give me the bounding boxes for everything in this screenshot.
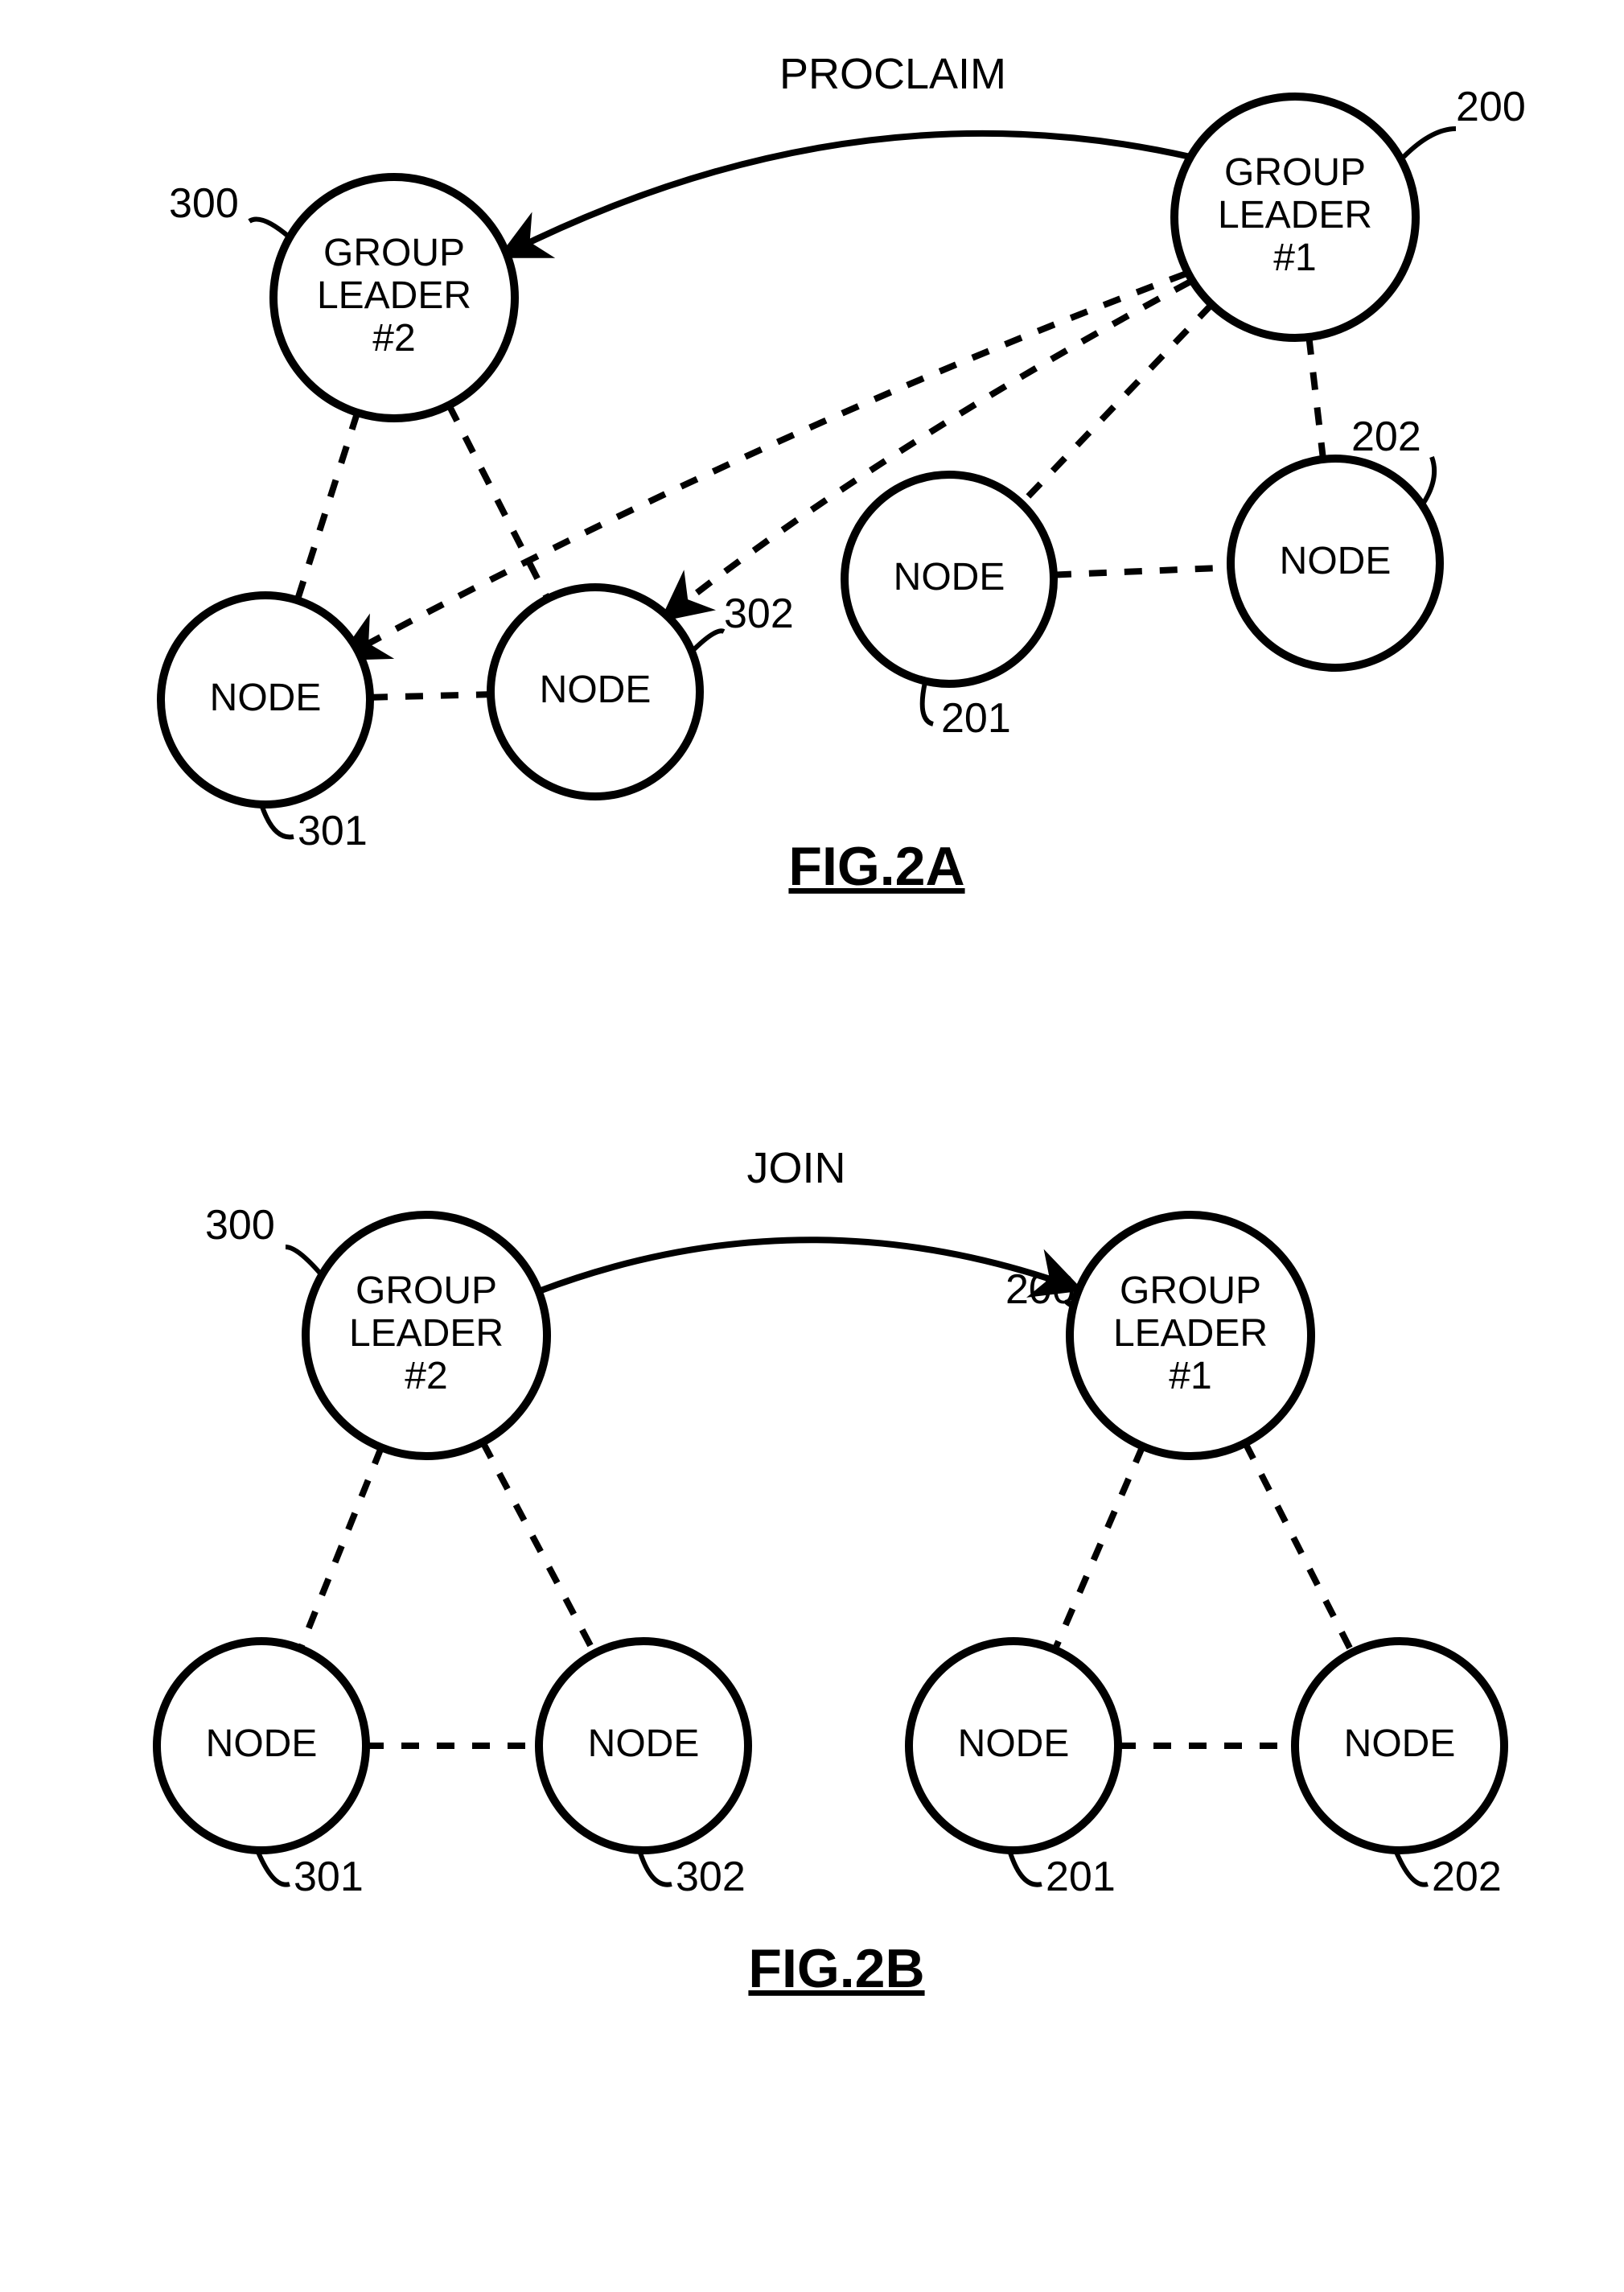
figure-caption: FIG.2B (748, 1938, 924, 1999)
edge-gl2-n301 (300, 1447, 381, 1648)
ref-num-n201: 201 (1046, 1854, 1116, 1900)
edge-gl1-n201 (1022, 304, 1212, 504)
ref-leader-n202 (1422, 457, 1434, 505)
ref-leader-n201 (923, 682, 933, 724)
ref-leader-gl1 (1404, 129, 1456, 157)
solid-arrow-gl2-to-gl1-join (539, 1240, 1074, 1291)
ref-leader-n202 (1396, 1850, 1428, 1885)
ref-num-n301: 301 (298, 808, 368, 854)
figure-2b: JOINGROUPLEADER#2300GROUPLEADER#1200NODE… (32, 1126, 1593, 2011)
ref-num-n202: 202 (1432, 1854, 1502, 1900)
ref-num-n302: 302 (724, 590, 794, 637)
edge-gl2-n302 (449, 405, 548, 599)
edge-n201-n202 (1054, 567, 1231, 574)
ref-leader-n302 (639, 1850, 672, 1885)
ref-leader-n301 (257, 1850, 290, 1885)
ref-num-n302: 302 (676, 1854, 746, 1900)
node-label-n202: NODE (1344, 1722, 1456, 1765)
ref-leader-n301 (261, 804, 294, 837)
ref-leader-gl2 (249, 220, 290, 238)
edge-gl2-n301 (298, 413, 358, 600)
node-label-n201: NODE (894, 556, 1005, 599)
edge-gl2-n302 (483, 1442, 594, 1654)
figure-2a: PROCLAIMGROUPLEADER#1200GROUPLEADER#2300… (32, 32, 1593, 917)
figure-caption: FIG.2A (788, 836, 964, 897)
ref-num-gl1: 200 (1456, 84, 1526, 130)
ref-num-gl2: 300 (205, 1202, 275, 1249)
ref-num-gl2: 300 (169, 180, 239, 227)
fig2b-svg: JOINGROUPLEADER#2300GROUPLEADER#1200NODE… (32, 1126, 1593, 2011)
edge-gl1-n201 (1055, 1446, 1142, 1650)
ref-num-n201: 201 (941, 695, 1011, 742)
edge-gl1-n202 (1309, 337, 1323, 459)
fig2a-svg: PROCLAIMGROUPLEADER#1200GROUPLEADER#2300… (32, 32, 1593, 917)
node-label-n302: NODE (540, 669, 652, 711)
ref-num-n301: 301 (294, 1854, 364, 1900)
edge-label: PROCLAIM (779, 50, 1006, 98)
node-label-n201: NODE (958, 1722, 1070, 1765)
edge-label: JOIN (746, 1144, 845, 1192)
ref-leader-n302 (692, 631, 724, 652)
solid-arrow-gl1-to-gl2-proclaim (507, 134, 1190, 253)
ref-leader-n201 (1009, 1850, 1042, 1885)
edge-n301-n302 (370, 694, 491, 697)
node-label-n302: NODE (588, 1722, 700, 1765)
node-label-n301: NODE (210, 677, 322, 719)
ref-num-gl1: 200 (1005, 1266, 1075, 1313)
ref-leader-gl2 (286, 1247, 322, 1275)
ref-num-n202: 202 (1351, 414, 1421, 460)
figure-container: PROCLAIMGROUPLEADER#1200GROUPLEADER#2300… (32, 32, 1593, 2011)
edge-gl1-n202 (1245, 1443, 1352, 1653)
node-label-n202: NODE (1280, 540, 1392, 582)
node-label-n301: NODE (206, 1722, 318, 1765)
